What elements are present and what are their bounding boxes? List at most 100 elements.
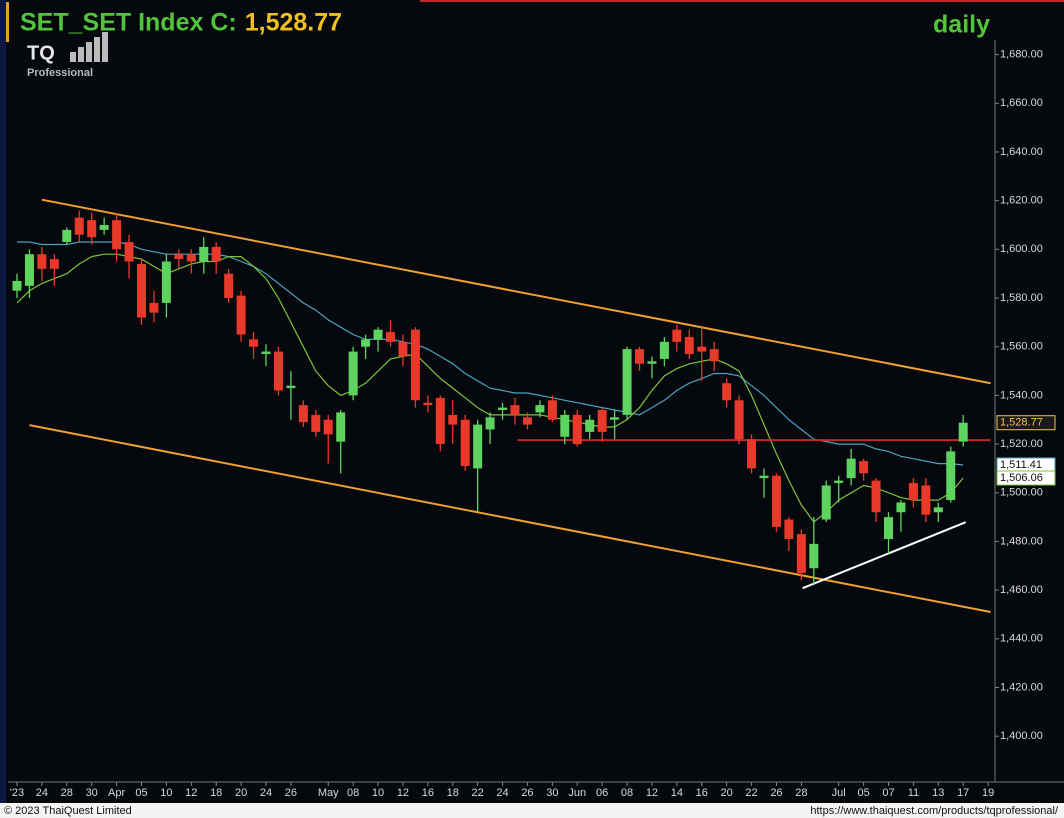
candle-body	[112, 220, 122, 250]
candle-body	[672, 329, 682, 342]
y-tick-label: 1,600.00	[1000, 243, 1043, 255]
period-label: daily	[933, 11, 990, 39]
candle-body	[24, 254, 34, 286]
logo-bar	[70, 52, 76, 62]
candle-body	[12, 280, 22, 291]
y-tick-label: 1,400.00	[1000, 730, 1043, 742]
candle-body	[62, 229, 72, 243]
candle-body	[585, 419, 595, 432]
x-tick-label: 10	[160, 787, 172, 799]
candle-body	[211, 246, 221, 262]
candle-body	[49, 259, 59, 269]
candle-body	[547, 400, 557, 420]
candle-body	[859, 461, 869, 474]
candle-body	[398, 341, 408, 357]
y-tick-label: 1,560.00	[1000, 341, 1043, 353]
candle-body	[759, 475, 769, 479]
x-tick-label: 12	[646, 787, 658, 799]
x-tick-label: 16	[696, 787, 708, 799]
x-tick-label: 26	[285, 787, 297, 799]
footer-url: https://www.thaiquest.com/products/tqpro…	[810, 805, 1059, 817]
candle-body	[560, 414, 570, 437]
x-tick-label: '23	[10, 787, 24, 799]
trend-line	[41, 198, 991, 385]
copyright: © 2023 ThaiQuest Limited	[4, 805, 132, 817]
y-tick-label: 1,540.00	[1000, 389, 1043, 401]
x-tick-label: 24	[260, 787, 272, 799]
x-tick-label: 19	[982, 787, 994, 799]
candle-body	[460, 419, 470, 466]
candle-body	[622, 349, 632, 415]
candle-body	[249, 339, 259, 347]
x-tick-label: 24	[36, 787, 48, 799]
y-tick-label: 1,680.00	[1000, 49, 1043, 61]
x-tick-label: 06	[596, 787, 608, 799]
candle-body	[659, 341, 669, 359]
candle-body	[946, 451, 956, 501]
x-tick-label: 18	[447, 787, 459, 799]
candle-body	[298, 405, 308, 423]
candle-body	[186, 254, 196, 262]
candle-body	[958, 422, 968, 442]
last-value-label: 1,528.77	[1000, 417, 1043, 429]
y-tick-label: 1,500.00	[1000, 487, 1043, 499]
x-tick-label: 24	[496, 787, 508, 799]
candle-body	[747, 439, 757, 469]
candle-body	[684, 336, 694, 355]
candle-body	[273, 351, 283, 391]
candle-body	[311, 414, 321, 432]
y-tick-label: 1,640.00	[1000, 146, 1043, 158]
candle-body	[261, 351, 271, 355]
candle-body	[348, 351, 358, 396]
logo-subtitle: Professional	[27, 67, 93, 79]
x-tick-label: May	[318, 787, 339, 799]
candle-body	[498, 407, 508, 410]
x-tick-label: Apr	[108, 787, 125, 799]
candle-body	[423, 402, 433, 406]
candle-body	[921, 485, 931, 515]
candle-body	[610, 417, 620, 420]
candle-body	[510, 405, 520, 415]
x-tick-label: 12	[397, 787, 409, 799]
candle-body	[224, 273, 234, 299]
last-value-badge	[996, 415, 1056, 431]
candle-body	[784, 519, 794, 540]
last-value-badge	[996, 470, 1056, 486]
candle-body	[37, 254, 47, 269]
logo-bar	[78, 47, 84, 62]
x-tick-label: Jul	[832, 787, 846, 799]
x-tick-label: 26	[521, 787, 533, 799]
candle-body	[386, 332, 395, 342]
logo-bar	[86, 42, 92, 62]
candle-body	[473, 424, 483, 469]
x-tick-label: 12	[185, 787, 197, 799]
candle-body	[846, 458, 856, 479]
candle-body	[647, 361, 657, 364]
x-tick-label: 28	[795, 787, 807, 799]
x-tick-label: 20	[235, 787, 247, 799]
candle-body	[448, 414, 458, 425]
candle-body	[884, 517, 893, 540]
candle-body	[522, 417, 532, 425]
y-tick-label: 1,480.00	[1000, 535, 1043, 547]
candle-body	[74, 217, 84, 235]
x-tick-label: 22	[472, 787, 484, 799]
logo-text: TQ	[27, 42, 55, 64]
candle-body	[871, 480, 881, 513]
x-tick-label: 30	[546, 787, 558, 799]
candle-body	[771, 475, 781, 527]
y-tick-label: 1,440.00	[1000, 633, 1043, 645]
x-tick-label: 30	[86, 787, 98, 799]
logo-bars	[70, 32, 108, 62]
candle-body	[809, 543, 819, 569]
candle-body	[734, 400, 744, 440]
candle-body	[336, 412, 346, 442]
x-tick-label: 18	[210, 787, 222, 799]
candle-body	[99, 225, 109, 230]
candle-body	[137, 263, 146, 318]
x-tick-label: 08	[621, 787, 633, 799]
x-tick-label: 13	[932, 787, 944, 799]
candle-body	[323, 419, 333, 435]
trend-line	[29, 424, 991, 614]
candle-body	[709, 349, 719, 362]
